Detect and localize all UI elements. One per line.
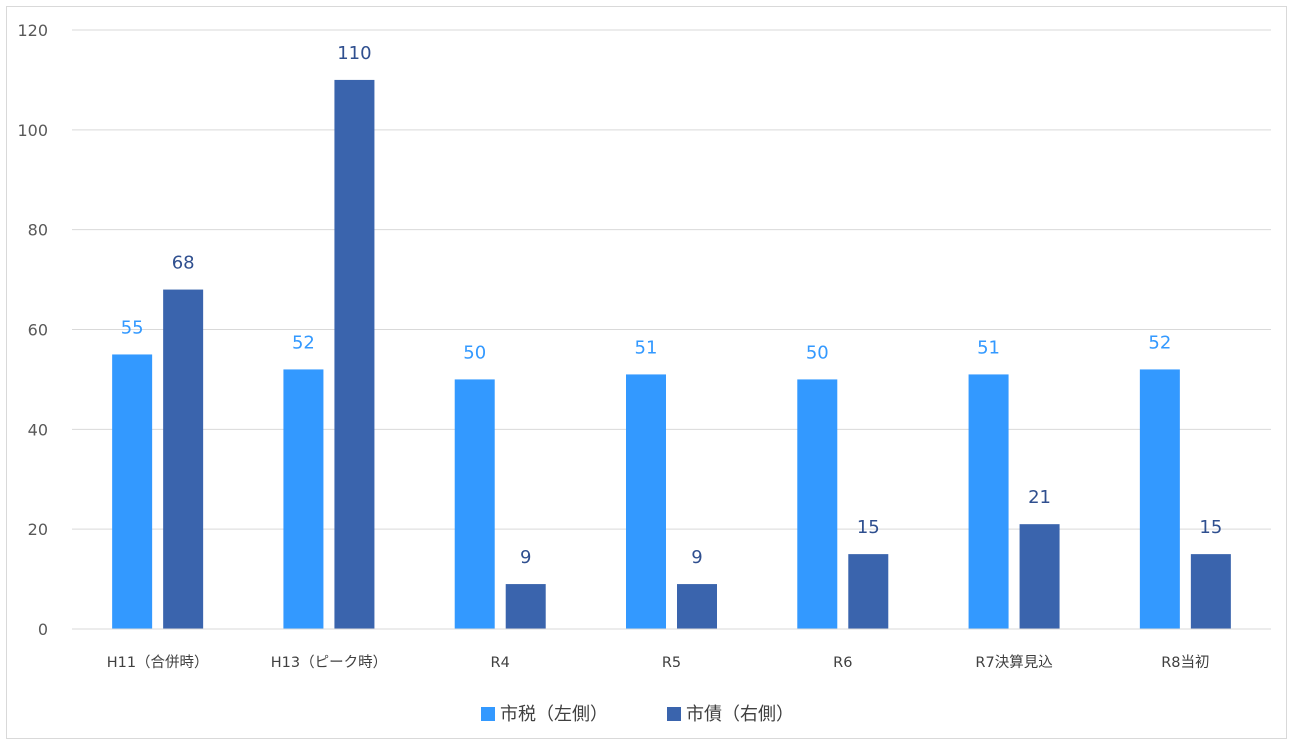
gridlines — [72, 29, 1271, 630]
x-tick-label: R8当初 — [1161, 654, 1209, 671]
data-label: 15 — [857, 517, 880, 538]
y-tick-label: 100 — [17, 121, 48, 140]
y-tick-label: 120 — [17, 21, 48, 40]
data-label: 68 — [172, 253, 195, 274]
y-axis: 0 20 40 60 80 100 120 — [17, 21, 48, 639]
x-axis: H11（合併時） H13（ピーク時） R4 R5 R6 R7決算見込 R8当初 — [72, 628, 1271, 671]
data-label: 9 — [691, 547, 702, 568]
data-label: 50 — [463, 342, 486, 363]
data-labels: 55 68 52 110 50 9 51 9 50 15 51 21 52 15 — [121, 43, 1223, 568]
bar-shizei — [454, 379, 495, 629]
bar-shizei — [626, 374, 666, 629]
y-tick-label: 20 — [28, 520, 48, 539]
bar-shisai — [334, 79, 375, 629]
legend-label: 市債（右側） — [686, 704, 794, 725]
data-label: 51 — [977, 337, 1000, 358]
legend: 市税（左側） 市債（右側） — [481, 704, 794, 725]
legend-swatch — [481, 707, 495, 721]
data-label: 51 — [635, 337, 658, 358]
x-tick-label: H13（ピーク時） — [271, 654, 387, 671]
bar-shisai — [505, 584, 546, 629]
y-tick-label: 40 — [28, 420, 48, 439]
x-tick-label: R7決算見込 — [975, 654, 1052, 671]
data-label: 55 — [121, 317, 144, 338]
x-tick-label: R4 — [491, 655, 510, 671]
data-label: 50 — [806, 342, 829, 363]
bar-shisai — [848, 554, 889, 629]
data-label: 21 — [1028, 487, 1051, 508]
bar-shizei — [968, 374, 1009, 629]
y-tick-label: 0 — [38, 620, 48, 639]
bar-shizei — [1139, 369, 1180, 629]
bar-shisai — [163, 289, 204, 629]
data-label: 52 — [1148, 332, 1171, 353]
bar-shizei — [797, 379, 838, 629]
data-label: 15 — [1199, 517, 1222, 538]
y-tick-label: 80 — [28, 221, 48, 240]
x-tick-label: H11（合併時） — [107, 654, 209, 671]
x-tick-label: R5 — [662, 655, 681, 671]
bar-shisai — [677, 584, 717, 629]
data-label: 9 — [520, 547, 531, 568]
data-label: 110 — [337, 43, 371, 64]
data-label: 52 — [292, 332, 315, 353]
bar-shisai — [1190, 554, 1231, 629]
x-tick-label: R6 — [833, 655, 852, 671]
bar-shizei — [283, 369, 324, 629]
bars — [112, 79, 1231, 629]
bar-shisai — [1019, 524, 1060, 629]
bar-shizei — [112, 354, 153, 629]
legend-label: 市税（左側） — [500, 704, 608, 725]
legend-swatch — [667, 707, 681, 721]
y-tick-label: 60 — [28, 321, 48, 340]
